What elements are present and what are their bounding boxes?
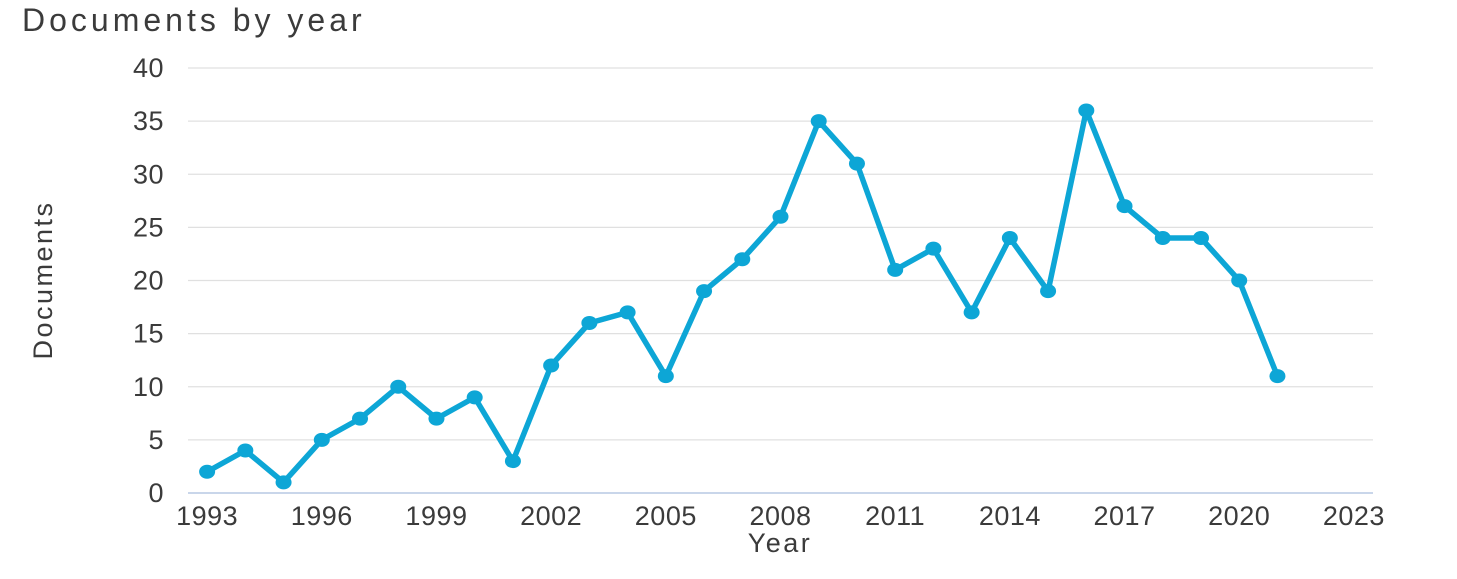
y-tick-label: 25 — [133, 212, 164, 242]
data-point[interactable] — [390, 379, 407, 394]
data-point[interactable] — [504, 454, 521, 469]
x-tick-label: 1999 — [405, 501, 467, 531]
data-point[interactable] — [581, 316, 598, 330]
x-tick-label: 1993 — [176, 501, 238, 531]
data-point[interactable] — [657, 369, 674, 384]
y-tick-label: 0 — [148, 478, 164, 508]
data-point[interactable] — [1269, 369, 1286, 384]
data-point[interactable] — [848, 156, 865, 171]
x-tick-label: 2014 — [979, 501, 1041, 531]
x-axis-title: Year — [748, 528, 813, 558]
data-point[interactable] — [887, 262, 904, 277]
y-axis-tick-labels: 0 5 10 15 20 25 30 35 40 — [133, 53, 164, 508]
y-axis-title: Documents — [28, 200, 58, 359]
data-point[interactable] — [1078, 103, 1095, 118]
data-point[interactable] — [352, 411, 369, 426]
data-point[interactable] — [543, 358, 560, 373]
x-tick-label: 2020 — [1208, 501, 1270, 531]
data-point[interactable] — [772, 209, 789, 224]
data-point[interactable] — [810, 114, 827, 129]
data-point[interactable] — [428, 411, 445, 426]
documents-series — [199, 103, 1286, 490]
x-tick-label: 1996 — [291, 501, 353, 531]
y-tick-label: 5 — [148, 425, 164, 455]
y-tick-label: 40 — [133, 53, 164, 83]
y-tick-label: 10 — [133, 372, 164, 402]
data-point[interactable] — [1040, 284, 1057, 299]
x-tick-label: 2017 — [1093, 501, 1155, 531]
x-tick-label: 2005 — [635, 501, 697, 531]
y-tick-label: 35 — [133, 106, 164, 136]
gridlines-group — [188, 67, 1373, 494]
data-point[interactable] — [1001, 231, 1018, 245]
chart-title: Documents by year — [22, 2, 366, 38]
data-point[interactable] — [275, 475, 292, 490]
series-line — [204, 107, 1281, 486]
data-point[interactable] — [619, 305, 636, 320]
data-point[interactable] — [1192, 231, 1209, 245]
y-tick-label: 30 — [133, 159, 164, 189]
data-point[interactable] — [199, 464, 216, 479]
y-tick-label: 20 — [133, 266, 164, 296]
data-point[interactable] — [963, 305, 980, 320]
y-tick-label: 15 — [133, 319, 164, 349]
data-point[interactable] — [237, 443, 254, 458]
data-point[interactable] — [925, 241, 942, 256]
x-tick-label: 2008 — [749, 501, 811, 531]
data-point[interactable] — [1154, 231, 1171, 245]
data-point[interactable] — [734, 252, 751, 267]
data-point[interactable] — [1231, 273, 1248, 288]
data-point[interactable] — [696, 284, 713, 299]
data-point[interactable] — [1116, 199, 1133, 214]
x-tick-label: 2002 — [520, 501, 582, 531]
x-tick-label: 2011 — [865, 501, 925, 531]
data-point[interactable] — [466, 390, 483, 405]
x-tick-label: 2023 — [1323, 501, 1385, 531]
data-point[interactable] — [313, 432, 330, 447]
x-axis-tick-labels: 1993 1996 1999 2002 2005 2008 2011 2014 2017 2020… — [176, 501, 1385, 531]
